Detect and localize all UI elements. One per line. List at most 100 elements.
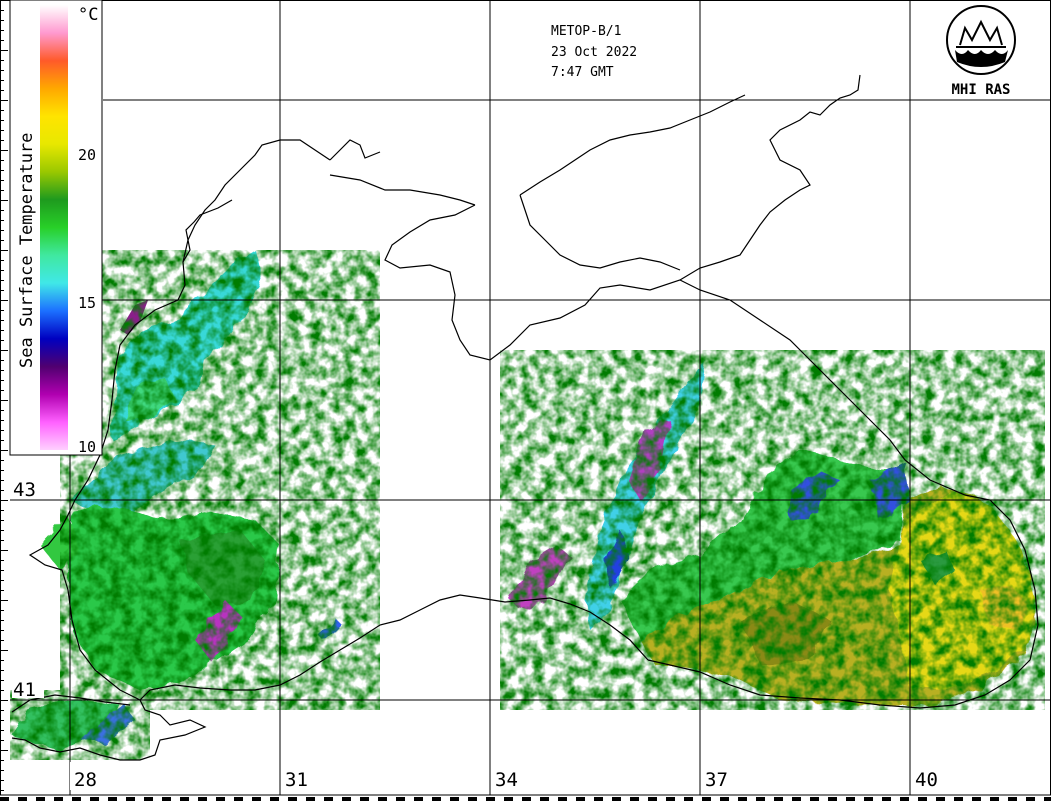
- ruler-tick: [0, 100, 8, 101]
- ruler-tick: [0, 410, 4, 411]
- ruler-segment: [306, 797, 315, 801]
- ruler-tick: [0, 630, 4, 631]
- sst-imagery: [10, 250, 1045, 760]
- bottom-ruler: [0, 797, 1051, 801]
- lon-label-28: 28: [74, 769, 97, 791]
- ruler-segment: [936, 797, 945, 801]
- ruler-tick: [0, 270, 4, 271]
- ruler-tick: [0, 30, 4, 31]
- lat-lon-grid: [10, 0, 1051, 795]
- ruler-segment: [162, 797, 171, 801]
- ruler-tick: [0, 180, 4, 181]
- ruler-segment: [234, 797, 243, 801]
- ruler-tick: [0, 280, 4, 281]
- satellite-label: METOP-B/1: [551, 24, 621, 39]
- header: METOP-B/1 23 Oct 2022 7:47 GMT: [551, 24, 637, 80]
- ruler-tick: [0, 460, 4, 461]
- lat-label-41: 41: [13, 679, 36, 701]
- ruler-tick: [0, 70, 4, 71]
- colorbar-tick-10: 10: [78, 438, 96, 456]
- ruler-tick: [0, 230, 4, 231]
- ruler-segment: [360, 797, 369, 801]
- ruler-tick: [0, 720, 4, 721]
- ruler-tick: [0, 430, 4, 431]
- ruler-segment: [900, 797, 909, 801]
- ruler-tick: [0, 500, 8, 501]
- ruler-segment: [666, 797, 675, 801]
- ruler-segment: [378, 797, 387, 801]
- ruler-tick: [0, 370, 4, 371]
- ruler-tick: [0, 670, 4, 671]
- colorbar-tick-20: 20: [78, 146, 96, 164]
- ruler-tick: [0, 300, 8, 301]
- lon-label-31: 31: [285, 769, 308, 791]
- ruler-segment: [396, 797, 405, 801]
- ruler-segment: [0, 797, 9, 801]
- ruler-tick: [0, 520, 4, 521]
- ruler-tick: [0, 570, 4, 571]
- colorbar-tick-15: 15: [78, 294, 96, 312]
- ruler-segment: [594, 797, 603, 801]
- ruler-segment: [702, 797, 711, 801]
- ruler-tick: [0, 220, 4, 221]
- ruler-tick: [0, 760, 4, 761]
- ruler-tick: [0, 40, 4, 41]
- ruler-tick: [0, 610, 4, 611]
- ruler-segment: [180, 797, 189, 801]
- ruler-segment: [486, 797, 495, 801]
- ruler-tick: [0, 20, 4, 21]
- ruler-segment: [504, 797, 513, 801]
- ruler-tick: [0, 590, 4, 591]
- ruler-segment: [756, 797, 765, 801]
- ruler-tick: [0, 390, 4, 391]
- ruler-tick: [0, 350, 8, 351]
- ruler-tick: [0, 90, 4, 91]
- ruler-tick: [0, 330, 4, 331]
- ruler-tick: [0, 10, 4, 11]
- ruler-segment: [882, 797, 891, 801]
- ruler-tick: [0, 480, 4, 481]
- coast-azov-north: [519, 94, 746, 271]
- ruler-tick: [0, 780, 4, 781]
- ruler-tick: [0, 50, 8, 51]
- ruler-segment: [630, 797, 639, 801]
- ruler-segment: [648, 797, 657, 801]
- ruler-tick: [0, 700, 8, 701]
- ruler-tick: [0, 240, 4, 241]
- ruler-tick: [0, 550, 8, 551]
- ruler-tick: [0, 360, 4, 361]
- ruler-segment: [342, 797, 351, 801]
- ruler-tick: [0, 740, 4, 741]
- ruler-segment: [864, 797, 873, 801]
- ruler-tick: [0, 80, 4, 81]
- ruler-segment: [990, 797, 999, 801]
- coast-crimea: [384, 74, 861, 361]
- ruler-tick: [0, 320, 4, 321]
- coast-east-caucasus: [647, 279, 1039, 709]
- date-label: 23 Oct 2022: [551, 45, 637, 60]
- ruler-tick: [0, 710, 4, 711]
- ruler-tick: [0, 450, 8, 451]
- ruler-tick: [0, 290, 4, 291]
- coast-west-bulgaria-romania: [99, 139, 331, 456]
- ruler-tick: [0, 140, 4, 141]
- lat-label-43: 43: [13, 479, 36, 501]
- coast-south-turkey: [139, 594, 649, 701]
- ruler-segment: [828, 797, 837, 801]
- ruler-tick: [0, 0, 8, 1]
- colorbar-panel: °C 20 15 10 Sea Surface Temperature: [9, 0, 103, 456]
- ruler-segment: [252, 797, 261, 801]
- lon-label-37: 37: [705, 769, 728, 791]
- ruler-tick: [0, 120, 4, 121]
- ruler-segment: [846, 797, 855, 801]
- latitude-labels: 43 41: [12, 478, 44, 701]
- ruler-tick: [0, 130, 4, 131]
- ruler-segment: [540, 797, 549, 801]
- ruler-segment: [972, 797, 981, 801]
- ruler-segment: [468, 797, 477, 801]
- ruler-tick: [0, 150, 8, 151]
- ruler-tick: [0, 540, 4, 541]
- ruler-tick: [0, 190, 4, 191]
- ruler-segment: [450, 797, 459, 801]
